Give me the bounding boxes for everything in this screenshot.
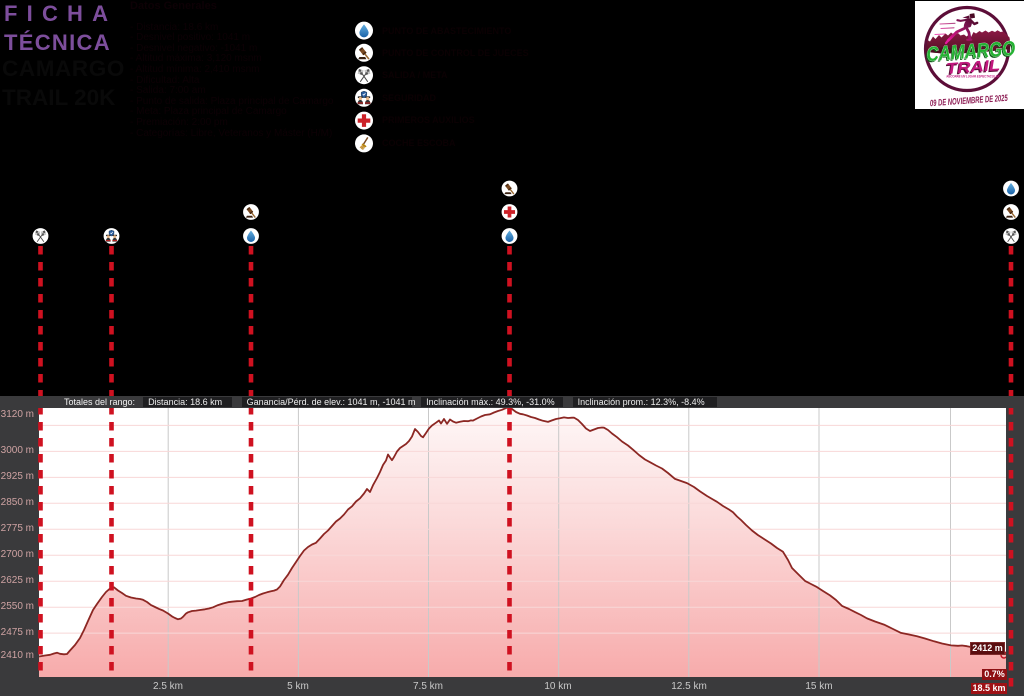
svg-text:CAMARGO: CAMARGO [926,37,1016,66]
svg-text:TRAIL: TRAIL [946,57,1001,78]
svg-text:TRAIL: TRAIL [944,58,999,79]
svg-text:RECORRE UN LUGAR ESPECTACULAR: RECORRE UN LUGAR ESPECTACULAR [947,75,1000,79]
